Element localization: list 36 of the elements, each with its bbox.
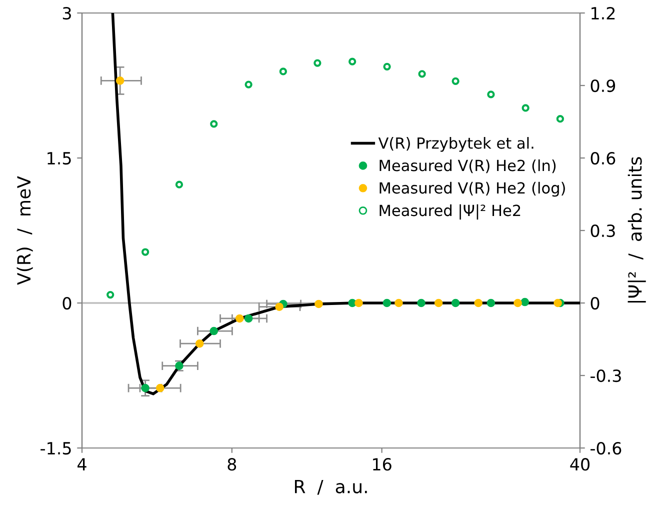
point [141, 248, 150, 256]
legend-label: Measured V(R) He2 (log) [380, 182, 565, 197]
point [487, 90, 495, 98]
point [452, 77, 460, 85]
x-tick-label: 16 [373, 458, 392, 471]
y2-tick-label: -0.6 [590, 442, 622, 455]
point [279, 68, 288, 76]
y2-tick-label: 0.9 [590, 79, 616, 92]
y-axis-title: V(R) / meV [16, 176, 33, 285]
legend-label: V(R) Przybytek et al. [378, 137, 534, 152]
point [106, 290, 114, 299]
y-tick-label: -1.5 [40, 442, 71, 455]
x-tick-label: 40 [570, 458, 590, 471]
point [175, 180, 184, 188]
point [348, 58, 356, 66]
y2-tick-label: 0 [590, 296, 600, 310]
x-tick-label: 4 [78, 458, 86, 470]
point [314, 59, 322, 67]
point [418, 70, 426, 78]
y2-tick-label: 1.2 [592, 6, 615, 20]
y2-tick-label: -0.3 [590, 369, 621, 382]
point [556, 115, 564, 123]
y2-axis-title: |Ψ|² / arb. units [628, 157, 646, 302]
point [244, 80, 252, 88]
legend-label: Measured V(R) He2 (ln) [380, 159, 556, 174]
y2-tick-label: 0.3 [590, 224, 615, 238]
y-tick-label: 3 [62, 6, 71, 20]
point [522, 104, 530, 112]
point [383, 62, 391, 70]
y2-tick-label: 0.6 [590, 152, 616, 165]
y-tick-label: 1.5 [48, 152, 71, 165]
point [210, 120, 218, 128]
x-axis-title: R / a.u. [294, 480, 367, 495]
legend-label: Measured |Ψ|² He2 [380, 204, 520, 220]
x-tick-label: 8 [228, 458, 236, 471]
y-tick-label: 0 [62, 296, 72, 310]
